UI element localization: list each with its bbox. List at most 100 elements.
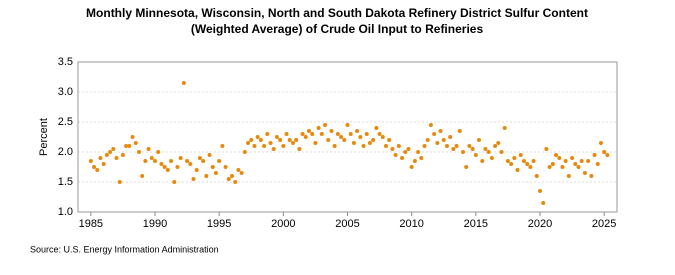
data-point bbox=[335, 132, 340, 136]
data-point bbox=[307, 129, 311, 133]
data-point bbox=[313, 141, 318, 145]
data-point bbox=[570, 156, 575, 160]
x-tick-label: 2005 bbox=[335, 218, 359, 230]
data-point bbox=[246, 141, 251, 145]
data-point bbox=[268, 141, 273, 145]
data-point bbox=[153, 159, 157, 163]
data-point bbox=[461, 150, 465, 154]
data-point bbox=[509, 162, 514, 166]
data-point bbox=[496, 141, 501, 145]
data-point bbox=[348, 132, 353, 136]
data-point bbox=[108, 150, 113, 154]
data-point bbox=[101, 162, 106, 166]
data-point bbox=[133, 141, 138, 145]
data-point bbox=[172, 180, 177, 184]
data-point bbox=[300, 132, 305, 136]
data-point bbox=[159, 162, 164, 166]
data-point bbox=[412, 159, 417, 163]
data-point bbox=[400, 156, 405, 160]
y-tick-label: 2.0 bbox=[58, 146, 73, 158]
data-point bbox=[127, 144, 132, 148]
data-point bbox=[146, 147, 151, 151]
data-point bbox=[294, 138, 299, 142]
data-point bbox=[201, 159, 206, 163]
data-point bbox=[589, 174, 594, 178]
data-point bbox=[290, 141, 295, 145]
data-point bbox=[547, 165, 552, 169]
data-point bbox=[297, 147, 302, 151]
data-point bbox=[563, 159, 568, 163]
data-point bbox=[454, 144, 459, 148]
data-point bbox=[351, 141, 356, 145]
data-point bbox=[117, 180, 122, 184]
data-point bbox=[367, 141, 372, 145]
data-point bbox=[595, 162, 600, 166]
data-point bbox=[432, 132, 437, 136]
data-point bbox=[538, 189, 542, 193]
data-point bbox=[393, 153, 398, 157]
data-point bbox=[249, 138, 254, 142]
y-tick-label: 1.5 bbox=[58, 176, 73, 188]
y-tick-label: 1.0 bbox=[58, 206, 73, 218]
data-point bbox=[502, 126, 507, 130]
data-point bbox=[521, 159, 526, 163]
data-point bbox=[598, 141, 603, 145]
data-point bbox=[188, 162, 193, 166]
data-point bbox=[560, 165, 565, 169]
data-point bbox=[457, 129, 462, 133]
data-point bbox=[512, 156, 517, 160]
data-point bbox=[191, 177, 196, 181]
data-point bbox=[358, 135, 363, 139]
data-point bbox=[499, 150, 504, 154]
data-point bbox=[178, 156, 183, 160]
data-point bbox=[554, 153, 559, 157]
data-point bbox=[345, 123, 350, 127]
data-point bbox=[541, 201, 546, 205]
data-point bbox=[364, 132, 369, 136]
data-point bbox=[361, 144, 366, 148]
data-point bbox=[165, 168, 170, 172]
data-point bbox=[104, 153, 109, 157]
data-point bbox=[406, 147, 411, 151]
data-point bbox=[213, 171, 218, 175]
data-point bbox=[207, 153, 212, 157]
data-point bbox=[329, 129, 334, 133]
data-point bbox=[220, 144, 225, 148]
data-point bbox=[518, 153, 523, 157]
y-axis-label: Percent bbox=[38, 118, 50, 156]
data-point bbox=[92, 165, 97, 169]
x-tick-label: 1990 bbox=[143, 218, 167, 230]
data-point bbox=[194, 168, 199, 172]
data-point bbox=[602, 150, 607, 154]
data-point bbox=[169, 159, 174, 163]
data-point bbox=[274, 135, 279, 139]
data-point bbox=[197, 156, 202, 160]
data-point bbox=[425, 138, 430, 142]
data-point bbox=[451, 147, 456, 151]
data-point bbox=[149, 156, 154, 160]
data-point bbox=[409, 165, 414, 169]
data-point bbox=[579, 159, 584, 163]
data-point bbox=[242, 150, 247, 154]
data-point bbox=[544, 147, 549, 151]
data-point bbox=[316, 126, 321, 130]
data-point bbox=[262, 144, 267, 148]
data-point bbox=[384, 144, 388, 148]
data-point bbox=[489, 156, 494, 160]
data-point bbox=[493, 144, 498, 148]
data-point bbox=[483, 147, 488, 151]
data-point bbox=[319, 132, 324, 136]
data-point bbox=[252, 144, 257, 148]
data-point bbox=[419, 156, 424, 160]
data-point bbox=[130, 135, 135, 139]
data-point bbox=[230, 174, 234, 178]
data-point bbox=[582, 171, 587, 175]
data-point bbox=[444, 144, 449, 148]
data-point bbox=[204, 174, 209, 178]
data-point bbox=[477, 138, 482, 142]
x-tick-label: 2020 bbox=[528, 218, 552, 230]
x-tick-label: 2025 bbox=[592, 218, 616, 230]
data-point bbox=[390, 147, 395, 151]
data-point bbox=[265, 132, 270, 136]
data-point bbox=[396, 144, 401, 148]
